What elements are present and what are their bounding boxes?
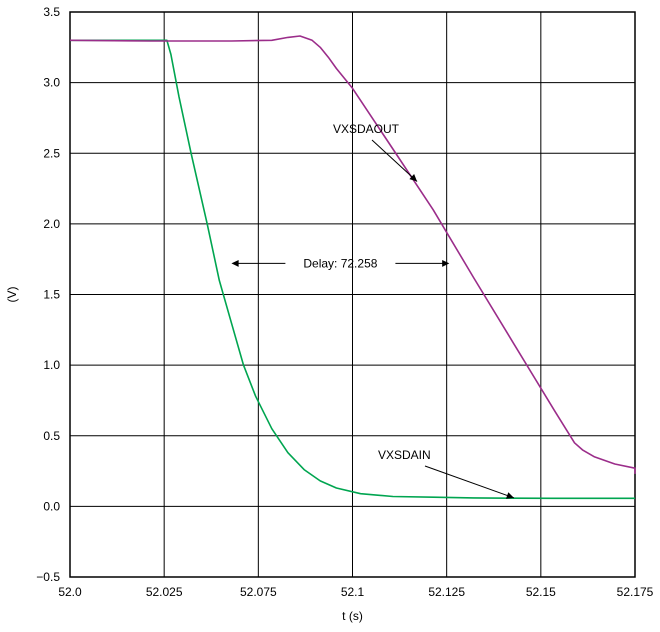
y-tick-label: 0.0 xyxy=(43,499,60,513)
x-tick-label: 52.025 xyxy=(146,585,183,599)
series-line-vxsdaout xyxy=(69,35,636,474)
annotation-vxsdain: VXSDAIN xyxy=(378,448,431,462)
x-axis-ticks: 52.0 52.025 52.075 52.1 52.125 52.15 52.175 xyxy=(58,585,653,599)
y-tick-label: 0.5 xyxy=(43,429,60,443)
y-tick-label: 1.5 xyxy=(43,288,60,302)
y-tick-label: 3.5 xyxy=(43,5,60,19)
y-tick-label: 1.0 xyxy=(43,358,60,372)
annotation-leader xyxy=(371,139,418,182)
y-tick-label: −0.5 xyxy=(36,570,60,584)
grid xyxy=(69,11,636,578)
x-tick-label: 52.0 xyxy=(58,585,82,599)
y-tick-label: 2.0 xyxy=(43,217,60,231)
x-tick-label: 52.125 xyxy=(428,585,465,599)
arrow-head xyxy=(231,259,239,267)
plot-frame xyxy=(69,11,636,578)
y-tick-label: 2.5 xyxy=(43,146,60,160)
y-axis-label: (V) xyxy=(5,287,19,303)
x-tick-label: 52.1 xyxy=(341,585,365,599)
y-axis-ticks: 3.5 3.0 2.5 2.0 1.5 1.0 0.5 0.0 −0.5 xyxy=(36,5,60,584)
x-tick-label: 52.075 xyxy=(240,585,277,599)
series-lines xyxy=(69,35,636,500)
annotation-vxsdaout: VXSDAOUT xyxy=(333,122,400,136)
x-tick-label: 52.15 xyxy=(526,585,556,599)
annotation-delay: Delay: 72.258 xyxy=(303,256,377,270)
series-line-vxsdain xyxy=(70,39,635,500)
x-tick-label: 52.175 xyxy=(617,585,654,599)
arrow-head xyxy=(442,259,450,267)
annotations: VXSDAOUT VXSDAIN Delay: 72.258 xyxy=(231,122,515,499)
annotation-leader xyxy=(424,465,515,499)
x-axis-label: t (s) xyxy=(342,609,363,623)
arrow-head xyxy=(409,174,418,182)
arrow-head xyxy=(505,492,514,499)
y-tick-label: 3.0 xyxy=(43,76,60,90)
